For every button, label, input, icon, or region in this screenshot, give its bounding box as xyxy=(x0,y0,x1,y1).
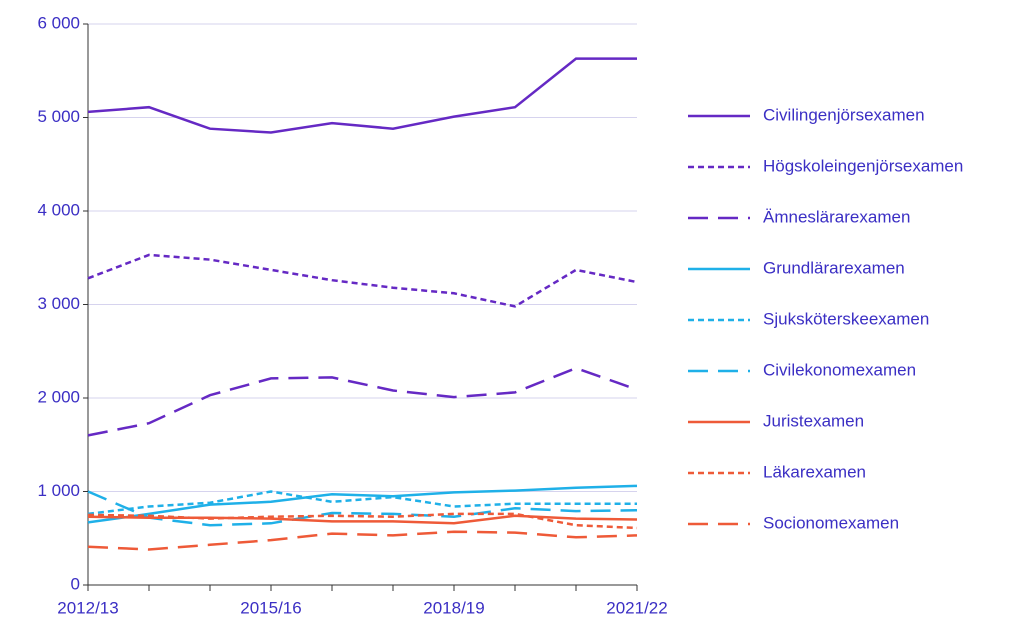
y-tick-label: 5 000 xyxy=(37,107,80,126)
y-tick-label: 3 000 xyxy=(37,294,80,313)
series-line xyxy=(87,366,638,437)
series-line xyxy=(87,512,638,530)
series-line xyxy=(87,57,637,134)
series-line xyxy=(87,530,638,551)
legend-label: Ämneslärarexamen xyxy=(763,207,910,226)
y-tick-label: 2 000 xyxy=(37,387,80,406)
x-tick-label: 2012/13 xyxy=(57,598,118,617)
x-tick-label: 2021/22 xyxy=(606,598,667,617)
y-tick-label: 0 xyxy=(71,574,80,593)
y-tick-label: 6 000 xyxy=(37,13,80,32)
y-tick-label: 1 000 xyxy=(37,481,80,500)
series-line xyxy=(87,490,637,516)
x-tick-label: 2018/19 xyxy=(423,598,484,617)
y-tick-label: 4 000 xyxy=(37,200,80,219)
series-line xyxy=(87,484,638,524)
legend-label: Civilingenjörsexamen xyxy=(763,105,925,124)
series-line xyxy=(87,253,638,308)
x-tick-label: 2015/16 xyxy=(240,598,301,617)
legend-label: Grundlärarexamen xyxy=(763,258,905,277)
legend-label: Högskoleingenjörsexamen xyxy=(763,156,963,175)
legend-label: Civilekonomexamen xyxy=(763,360,916,379)
legend-label: Socionomexamen xyxy=(763,513,899,532)
legend-label: Läkarexamen xyxy=(763,462,866,481)
series-line xyxy=(87,490,638,527)
legend-label: Sjuksköterskeexamen xyxy=(763,309,929,328)
legend-label: Juristexamen xyxy=(763,411,864,430)
